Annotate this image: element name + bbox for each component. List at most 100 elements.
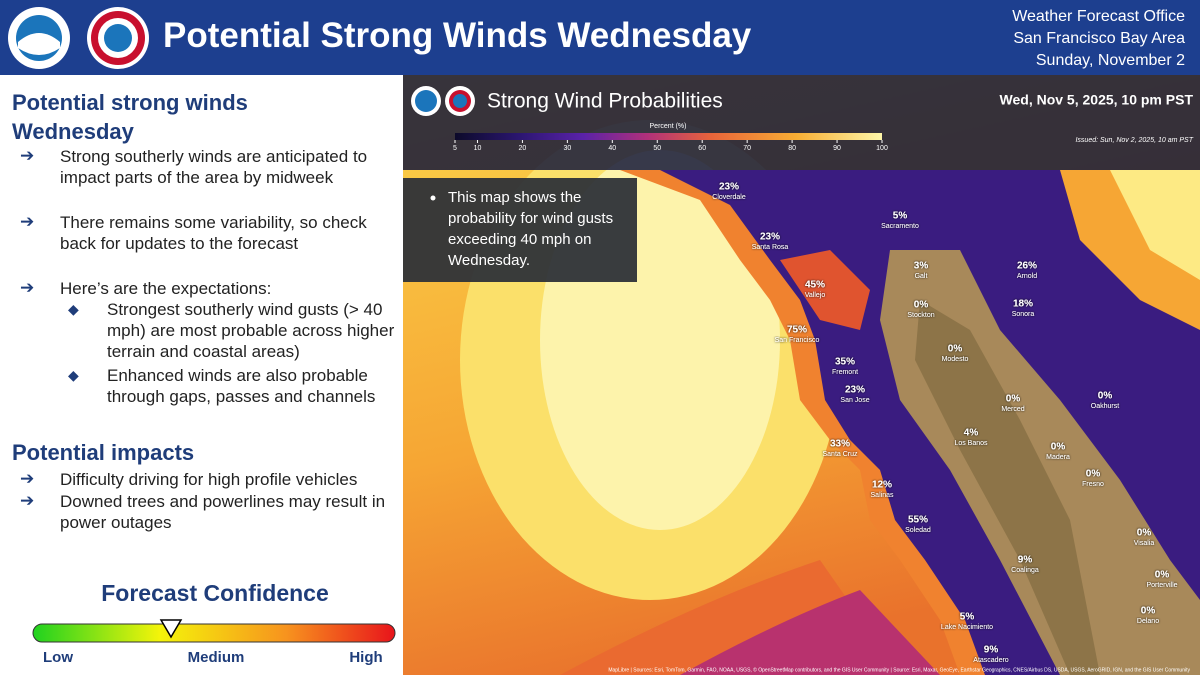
city-name: Los Banos: [954, 440, 988, 447]
diamond: ◆: [68, 301, 79, 317]
arrow: ➔: [20, 212, 35, 231]
bullet: Here’s are the expectations:: [60, 279, 272, 298]
city-probability: 5%: [960, 612, 975, 623]
city-probability: 35%: [835, 357, 855, 368]
city-probability: 23%: [845, 385, 865, 396]
legend-title: Percent (%): [650, 123, 687, 130]
bullet: Strong southerly winds are anticipated t…: [60, 147, 368, 187]
bullet: There remains some variability, so check…: [60, 213, 367, 253]
map-layer: [403, 75, 1200, 675]
city-name: Sonora: [1012, 311, 1035, 318]
city-name: Vallejo: [805, 292, 826, 299]
legend-tick-label: 30: [563, 145, 571, 152]
city-name: Lake Nacimiento: [941, 624, 993, 631]
section-heading: Potential strong winds Wednesday: [12, 90, 248, 144]
section-heading: Potential impacts: [12, 440, 195, 465]
legend-bar: [455, 133, 882, 140]
city-probability: 9%: [1018, 555, 1033, 566]
city-name: Delano: [1137, 618, 1159, 625]
header-bar: Potential Strong Winds Wednesday Weather…: [0, 0, 1200, 75]
diamond: ◆: [68, 367, 79, 383]
confidence-label: Low: [43, 649, 73, 666]
city-probability: 55%: [908, 515, 928, 526]
city-name: Sacramento: [881, 223, 919, 230]
city-probability: 45%: [805, 280, 825, 291]
legend-tick-label: 90: [833, 145, 841, 152]
city-probability: 26%: [1017, 261, 1037, 272]
map-header: [403, 75, 1200, 170]
arrow: ➔: [20, 491, 35, 510]
issued-time: Issued: Sun, Nov 2, 2025, 10 am PST: [1075, 137, 1193, 144]
city-name: Oakhurst: [1091, 403, 1119, 410]
city-name: San Jose: [840, 397, 869, 404]
city-name: Coalinga: [1011, 567, 1039, 574]
logos: [8, 7, 149, 69]
city-name: Visalia: [1134, 540, 1155, 547]
legend-tick-label: 20: [519, 145, 527, 152]
sub-bullet: Strongest southerly wind gusts (> 40 mph…: [107, 300, 395, 361]
confidence-title: Forecast Confidence: [101, 580, 329, 606]
city-probability: 3%: [914, 261, 929, 272]
city-name: Santa Cruz: [822, 451, 858, 458]
legend-tick-label: 10: [474, 145, 482, 152]
confidence-label: Medium: [188, 649, 245, 666]
confidence-label: High: [349, 649, 382, 666]
legend-tick-label: 40: [608, 145, 616, 152]
attribution: MapLibre | Sources: Esri, TomTom, Garmin…: [608, 666, 1190, 673]
legend-tick-label: 80: [788, 145, 796, 152]
legend-tick-label: 50: [653, 145, 661, 152]
confidence-scale: Low Medium High: [32, 619, 396, 666]
city-name: San Francisco: [775, 337, 820, 344]
city-probability: 23%: [719, 182, 739, 193]
city-name: Galt: [915, 273, 928, 280]
confidence-bar: [32, 623, 396, 643]
bullet: Downed trees and powerlines may result i…: [60, 492, 386, 532]
legend-tick-label: 70: [743, 145, 751, 152]
bullet: Difficulty driving for high profile vehi…: [60, 470, 358, 489]
city-name: Madera: [1046, 454, 1070, 461]
arrow: ➔: [20, 146, 35, 165]
city-probability: 5%: [893, 211, 908, 222]
sub-bullet: Enhanced winds are also probable through…: [107, 366, 376, 406]
city-name: Porterville: [1146, 582, 1177, 589]
office-line: San Francisco Bay Area: [1013, 30, 1185, 47]
city-probability: 0%: [1155, 570, 1170, 581]
legend-tick-label: 100: [876, 145, 888, 152]
city-probability: 33%: [830, 439, 850, 450]
page-title: Potential Strong Winds Wednesday: [163, 16, 752, 55]
arrow: ➔: [20, 469, 35, 488]
city-probability: 0%: [1137, 528, 1152, 539]
city-name: Arnold: [1017, 273, 1037, 280]
city-name: Stockton: [907, 312, 934, 319]
city-name: Merced: [1001, 406, 1024, 413]
city-name: Salinas: [871, 492, 894, 499]
city-probability: 18%: [1013, 299, 1033, 310]
city-probability: 12%: [872, 480, 892, 491]
city-name: Fremont: [832, 369, 858, 376]
city-probability: 0%: [1141, 606, 1156, 617]
office-line: Weather Forecast Office: [1012, 8, 1185, 25]
arrow: ➔: [20, 278, 35, 297]
city-probability: 23%: [760, 232, 780, 243]
map-title: Strong Wind Probabilities: [487, 90, 723, 113]
city-name: Cloverdale: [712, 194, 746, 201]
city-probability: 0%: [1006, 394, 1021, 405]
city-probability: 0%: [948, 344, 963, 355]
city-name: Soledad: [905, 527, 931, 534]
legend-tick-label: 5: [453, 145, 457, 152]
city-probability: 0%: [914, 300, 929, 311]
legend-tick-label: 60: [698, 145, 706, 152]
city-probability: 9%: [984, 645, 999, 656]
office-line: Sunday, November 2: [1035, 52, 1185, 69]
info-text: This map shows the probability for wind …: [448, 189, 614, 269]
city-name: Fresno: [1082, 481, 1104, 488]
city-probability: 4%: [964, 428, 979, 439]
city-name: Santa Rosa: [752, 244, 789, 251]
city-name: Modesto: [942, 356, 969, 363]
valid-time: Wed, Nov 5, 2025, 10 pm PST: [1000, 92, 1194, 108]
city-probability: 75%: [787, 325, 807, 336]
confidence-marker: [159, 619, 183, 639]
city-probability: 0%: [1051, 442, 1066, 453]
